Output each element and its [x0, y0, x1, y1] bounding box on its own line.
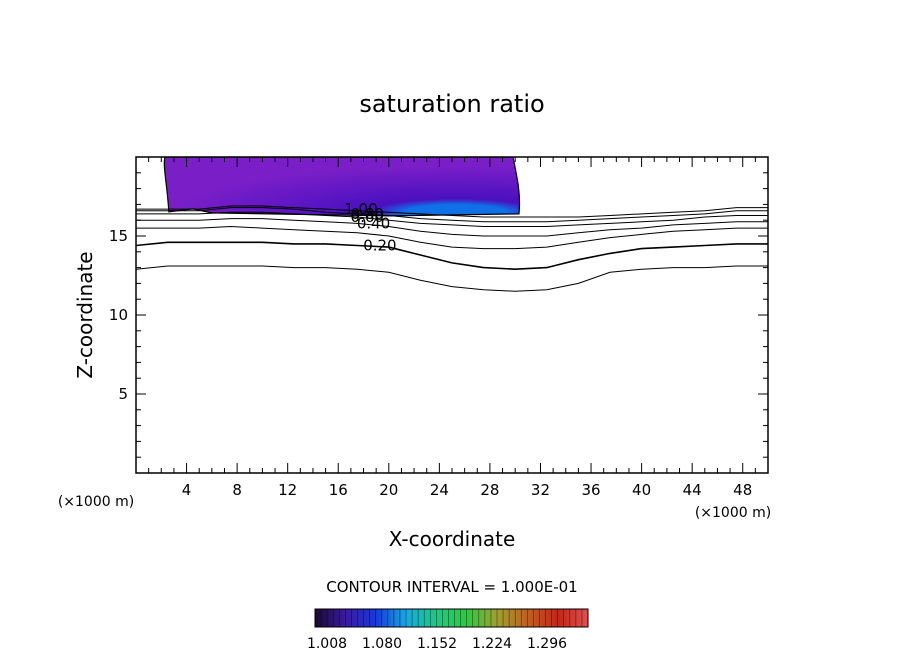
y-axis-label: Z-coordinate	[73, 251, 97, 378]
contour-line	[136, 225, 768, 250]
colorbar-ticks: 1.008 1.080 1.152 1.224 1.296	[307, 609, 589, 652]
contour-line	[136, 241, 768, 271]
x-tick-label: 24	[430, 481, 449, 499]
contour-label: 0.60	[351, 208, 384, 226]
colorbar-tick-label: 1.080	[362, 636, 402, 652]
x-tick-label: 28	[480, 481, 499, 499]
contour-label: 0.40	[357, 214, 390, 232]
chart-title: saturation ratio	[359, 90, 544, 118]
x-tick-label: 16	[329, 481, 348, 499]
x-tick-label: 32	[531, 481, 550, 499]
y-tick-label: 15	[109, 227, 128, 245]
contour-label: 0.20	[363, 236, 396, 254]
x-tick-label: 8	[232, 481, 242, 499]
x-tick-label: 44	[683, 481, 702, 499]
x-unit-right: (×1000 m)	[695, 505, 771, 521]
contour-line	[136, 265, 768, 292]
colorbar-tick-label: 1.296	[527, 636, 567, 652]
colorbar-tick-label: 1.224	[472, 636, 512, 652]
colorbar	[314, 608, 589, 628]
x-axis-label: X-coordinate	[389, 527, 516, 551]
x-tick-label: 36	[581, 481, 600, 499]
y-tick-label: 10	[109, 306, 128, 324]
colorbar-tick-label: 1.008	[307, 636, 347, 652]
x-tick-label: 20	[379, 481, 398, 499]
x-unit-left: (×1000 m)	[58, 494, 134, 510]
x-tick-label: 12	[278, 481, 297, 499]
x-tick-label: 4	[182, 481, 192, 499]
contour-line	[136, 218, 768, 237]
contour-interval-text: CONTOUR INTERVAL = 1.000E-01	[326, 578, 577, 596]
colorbar-tick-label: 1.152	[417, 636, 457, 652]
x-tick-label: 48	[733, 481, 752, 499]
x-tick-label: 40	[632, 481, 651, 499]
contour-lines: 1.000.800.600.400.20	[136, 200, 768, 292]
contour-line	[136, 211, 768, 227]
contour-line	[136, 205, 768, 218]
y-tick-label: 5	[118, 385, 128, 403]
contour-line	[136, 207, 768, 223]
